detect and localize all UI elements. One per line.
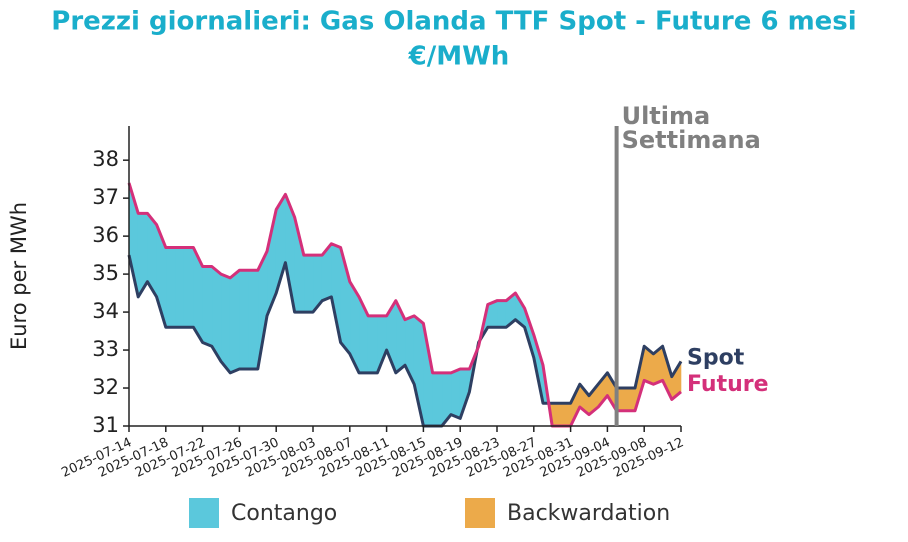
series-line	[127, 254, 683, 428]
legend-label: Contango	[231, 501, 337, 526]
contango-area	[432, 372, 443, 427]
series-line	[127, 182, 682, 428]
contango-area	[248, 270, 259, 370]
series-end-label: Future	[687, 372, 769, 397]
contango-area	[367, 315, 378, 374]
contango-area	[183, 247, 194, 328]
legend-swatch	[189, 498, 219, 528]
contango-area	[450, 368, 461, 419]
y-tick-label: 36	[92, 223, 119, 247]
backwardation-area	[561, 402, 571, 427]
y-tick-label: 32	[92, 375, 119, 399]
contango-area	[165, 247, 176, 328]
contango-area	[202, 266, 213, 347]
contango-area	[303, 254, 314, 313]
contango-area	[496, 300, 507, 328]
legend-swatch	[465, 498, 495, 528]
annotation-text: Ultima	[622, 102, 711, 130]
backwardation-area	[551, 402, 562, 427]
y-tick-label: 34	[92, 299, 119, 323]
y-tick-label: 37	[92, 185, 119, 209]
contango-area	[331, 243, 341, 343]
backwardation-area	[625, 387, 636, 412]
y-tick-label: 35	[92, 261, 119, 285]
contango-area	[229, 269, 240, 374]
contango-area	[220, 273, 231, 374]
y-axis-label: Euro per MWh	[7, 202, 31, 350]
y-tick-label: 31	[92, 413, 119, 437]
series-end-label: Spot	[687, 345, 745, 370]
chart-subtitle: €/MWh	[408, 42, 510, 72]
y-tick-label: 38	[92, 147, 119, 171]
fill-areas	[128, 182, 682, 427]
chart-title: Prezzi giornalieri: Gas Olanda TTF Spot …	[51, 7, 856, 37]
contango-area	[239, 270, 249, 370]
y-tick-label: 33	[92, 337, 119, 361]
legend-label: Backwardation	[507, 501, 670, 526]
annotation-text: Settimana	[622, 126, 761, 154]
contango-area	[174, 247, 185, 328]
